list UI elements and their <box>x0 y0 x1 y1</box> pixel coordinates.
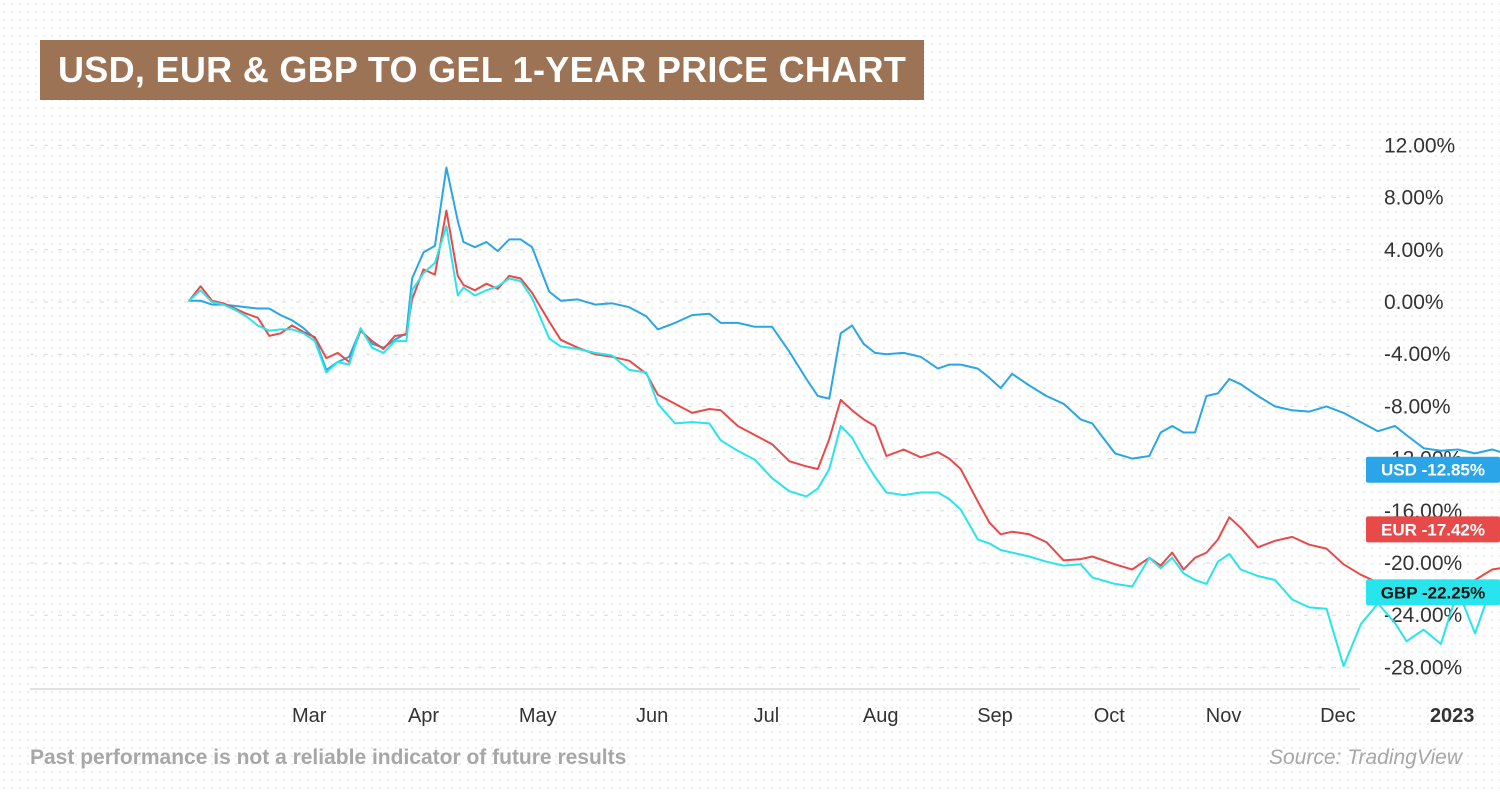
x-tick-label: 2023 <box>1430 705 1475 727</box>
x-tick-label: Sep <box>977 705 1013 727</box>
series-badge-eur: EUR -17.42% <box>1366 516 1500 543</box>
x-tick-label: Aug <box>863 705 899 727</box>
x-tick-label: Mar <box>292 705 327 727</box>
badge-background <box>1366 516 1500 543</box>
x-tick-label: May <box>519 705 557 727</box>
series-badge-usd: USD -12.85% <box>1366 456 1500 483</box>
badge-label: GBP -22.25% <box>1381 583 1486 602</box>
y-tick-label: -4.00% <box>1384 343 1451 366</box>
x-tick-label: Jun <box>636 705 668 727</box>
y-tick-label: 4.00% <box>1384 239 1444 262</box>
x-tick-label: Jul <box>754 705 780 727</box>
x-tick-label: Oct <box>1094 705 1126 727</box>
x-tick-label: Apr <box>408 705 439 727</box>
series-line-usd <box>188 166 1500 460</box>
y-tick-label: 12.00% <box>1384 134 1455 157</box>
source-text: Source: TradingView <box>1269 746 1462 769</box>
title-banner: USD, EUR & GBP TO GEL 1-YEAR PRICE CHART <box>40 40 925 100</box>
x-tick-label: Nov <box>1206 705 1242 727</box>
series-line-gbp <box>188 225 1500 668</box>
y-tick-label: -20.00% <box>1384 552 1462 575</box>
badge-background <box>1366 456 1500 483</box>
y-tick-label: 0.00% <box>1384 291 1444 314</box>
series-line-eur <box>188 209 1500 602</box>
x-tick-label: Dec <box>1320 705 1356 727</box>
badge-label: USD -12.85% <box>1381 461 1485 480</box>
series-badge-gbp: GBP -22.25% <box>1366 579 1500 606</box>
y-tick-label: 8.00% <box>1384 187 1444 210</box>
y-tick-label: -8.00% <box>1384 395 1451 418</box>
badge-background <box>1366 579 1500 606</box>
y-tick-label: -24.00% <box>1384 604 1462 627</box>
chart-title: USD, EUR & GBP TO GEL 1-YEAR PRICE CHART <box>58 49 907 90</box>
disclaimer-text: Past performance is not a reliable indic… <box>30 746 627 769</box>
badge-label: EUR -17.42% <box>1381 520 1485 539</box>
y-tick-label: -28.00% <box>1384 656 1462 679</box>
